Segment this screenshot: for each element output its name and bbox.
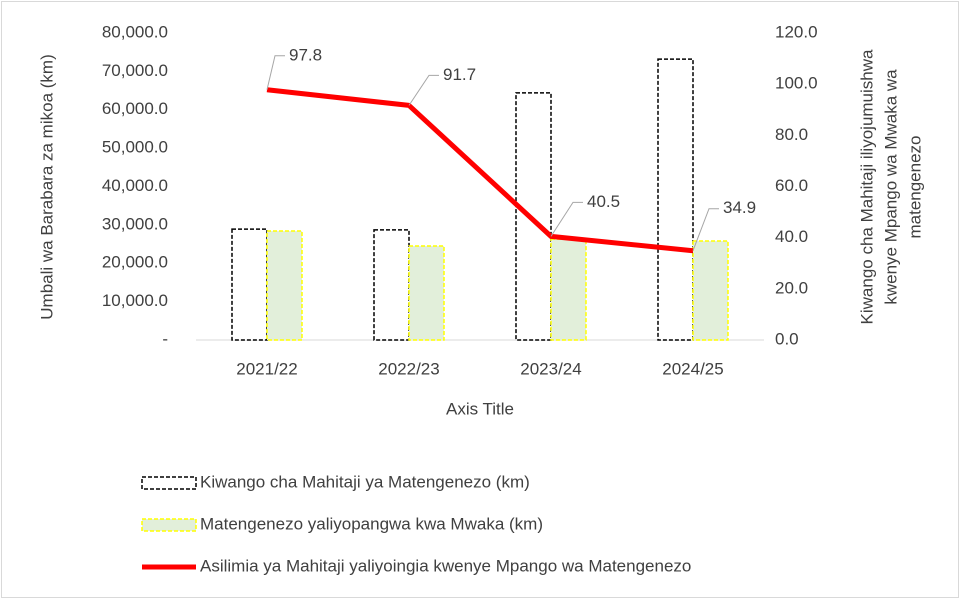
y-tick-label: 40,000.0 [102, 176, 168, 195]
bar [231, 228, 268, 341]
legend-swatch [141, 476, 197, 490]
y2-axis-title: kwenye Mpango wa Mwaka wa [881, 69, 900, 305]
y-tick-label: 10,000.0 [102, 291, 168, 310]
data-label: 91.7 [443, 65, 476, 84]
y-tick-label: 60,000.0 [102, 99, 168, 118]
x-tick-label: 2021/22 [236, 359, 297, 378]
bar [408, 245, 445, 341]
bar [550, 238, 587, 341]
y2-tick-label: 80.0 [775, 125, 808, 144]
x-axis-title: Axis Title [446, 399, 514, 418]
leader-line [550, 201, 583, 237]
line [266, 87, 694, 254]
y2-tick-label: 100.0 [775, 74, 818, 93]
bar [266, 230, 303, 341]
legend-label: Matengenezo yaliyopangwa kwa Mwaka (km) [200, 514, 543, 533]
bar [515, 92, 552, 341]
y-axis-title: Umbali wa Barabara za mikoa (km) [37, 54, 56, 319]
leader-line [266, 55, 285, 90]
y2-tick-label: 0.0 [775, 329, 799, 348]
y-tick-label: 50,000.0 [102, 138, 168, 157]
leader-line [408, 74, 439, 106]
y-tick-label: 70,000.0 [102, 61, 168, 80]
x-tick-label: 2024/25 [662, 359, 723, 378]
bar [692, 240, 729, 341]
x-tick-label: 2023/24 [520, 359, 581, 378]
y2-tick-label: 40.0 [775, 227, 808, 246]
x-tick-label: 2022/23 [378, 359, 439, 378]
bar [657, 58, 694, 341]
y2-tick-label: 120.0 [775, 22, 818, 41]
y-tick-label: 30,000.0 [102, 214, 168, 233]
y2-tick-label: 60.0 [775, 176, 808, 195]
y-tick-label: - [162, 329, 168, 348]
y2-tick-label: 20.0 [775, 278, 808, 297]
legend-label: Asilimia ya Mahitaji yaliyoingia kwenye … [200, 556, 691, 575]
legend-label: Kiwango cha Mahitaji ya Matengenezo (km) [200, 472, 530, 491]
data-label: 40.5 [587, 192, 620, 211]
y2-axis-title: matengenezo [905, 135, 924, 238]
data-label: 97.8 [289, 45, 322, 64]
y-tick-label: 80,000.0 [102, 22, 168, 41]
leader-line [692, 208, 719, 251]
legend-swatch [141, 518, 197, 532]
y-tick-label: 20,000.0 [102, 253, 168, 272]
y2-axis-title: Kiwango cha Mahitaji iliyojumuishwa [857, 49, 876, 325]
data-label: 34.9 [723, 198, 756, 217]
bar [373, 229, 410, 341]
